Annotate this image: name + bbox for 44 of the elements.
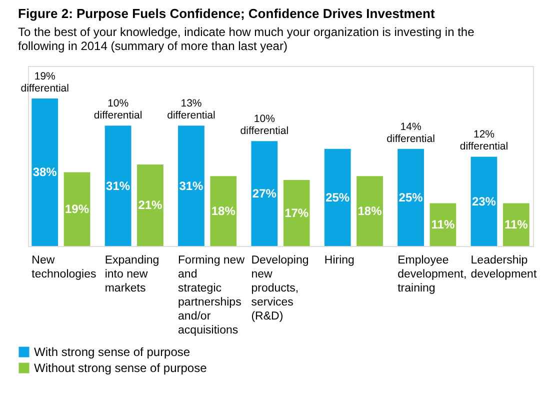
annotation: 10% differential (94, 98, 142, 122)
annotation: 14% differential (386, 120, 435, 145)
x-tick-label: Hiring (324, 254, 354, 266)
annotation: 12% differential (460, 128, 508, 153)
data-label: 25% (398, 190, 424, 204)
data-label: 31% (106, 178, 130, 193)
x-tick-label: Forming new and strategic partnerships and/or acquisitions (178, 254, 246, 336)
bar (283, 180, 310, 246)
annotation: 13% differential (167, 98, 216, 122)
bar (32, 98, 58, 246)
chart-title: Figure 2: Purpose Fuels Confidence; Confidence Drives Investment (18, 6, 436, 21)
bar (324, 148, 351, 246)
data-label: 11% (431, 218, 455, 232)
x-tick-label: Leadership development (470, 254, 538, 280)
data-label: 21% (138, 198, 163, 212)
data-label: 25% (326, 190, 350, 204)
bar (210, 176, 237, 246)
data-label: 17% (284, 206, 309, 220)
bar (178, 126, 204, 246)
bar (356, 176, 383, 246)
data-label: 23% (472, 194, 496, 208)
annotation: 19% differential (20, 70, 69, 94)
bar (470, 156, 498, 246)
chart-subtitle: To the best of your knowledge, indicate how much your organization is investing in the following in 2014 (summary of more than last year) (18, 25, 475, 53)
data-label: 38% (32, 165, 58, 180)
annotation: 10% differential (240, 113, 289, 138)
x-tick-label: Developing new products, services (R&D) (251, 254, 309, 322)
bar (64, 172, 90, 246)
data-label: 31% (179, 178, 204, 193)
data-label: 27% (252, 186, 277, 201)
data-label: 18% (211, 204, 236, 218)
x-tick-label: Employee development, training (398, 254, 467, 294)
bar (104, 126, 132, 246)
bar (137, 164, 164, 246)
legend-label: Without strong sense of purpose (34, 361, 208, 375)
bar (502, 203, 530, 246)
data-label: 19% (65, 202, 90, 216)
x-tick-label: New technologies (32, 254, 96, 280)
data-label: 18% (358, 204, 382, 218)
legend-label: With strong sense of purpose (34, 345, 190, 359)
bar (251, 141, 278, 246)
bar (398, 148, 424, 246)
data-label: 11% (504, 218, 528, 232)
x-tick-label: Expanding into new markets (104, 254, 160, 294)
